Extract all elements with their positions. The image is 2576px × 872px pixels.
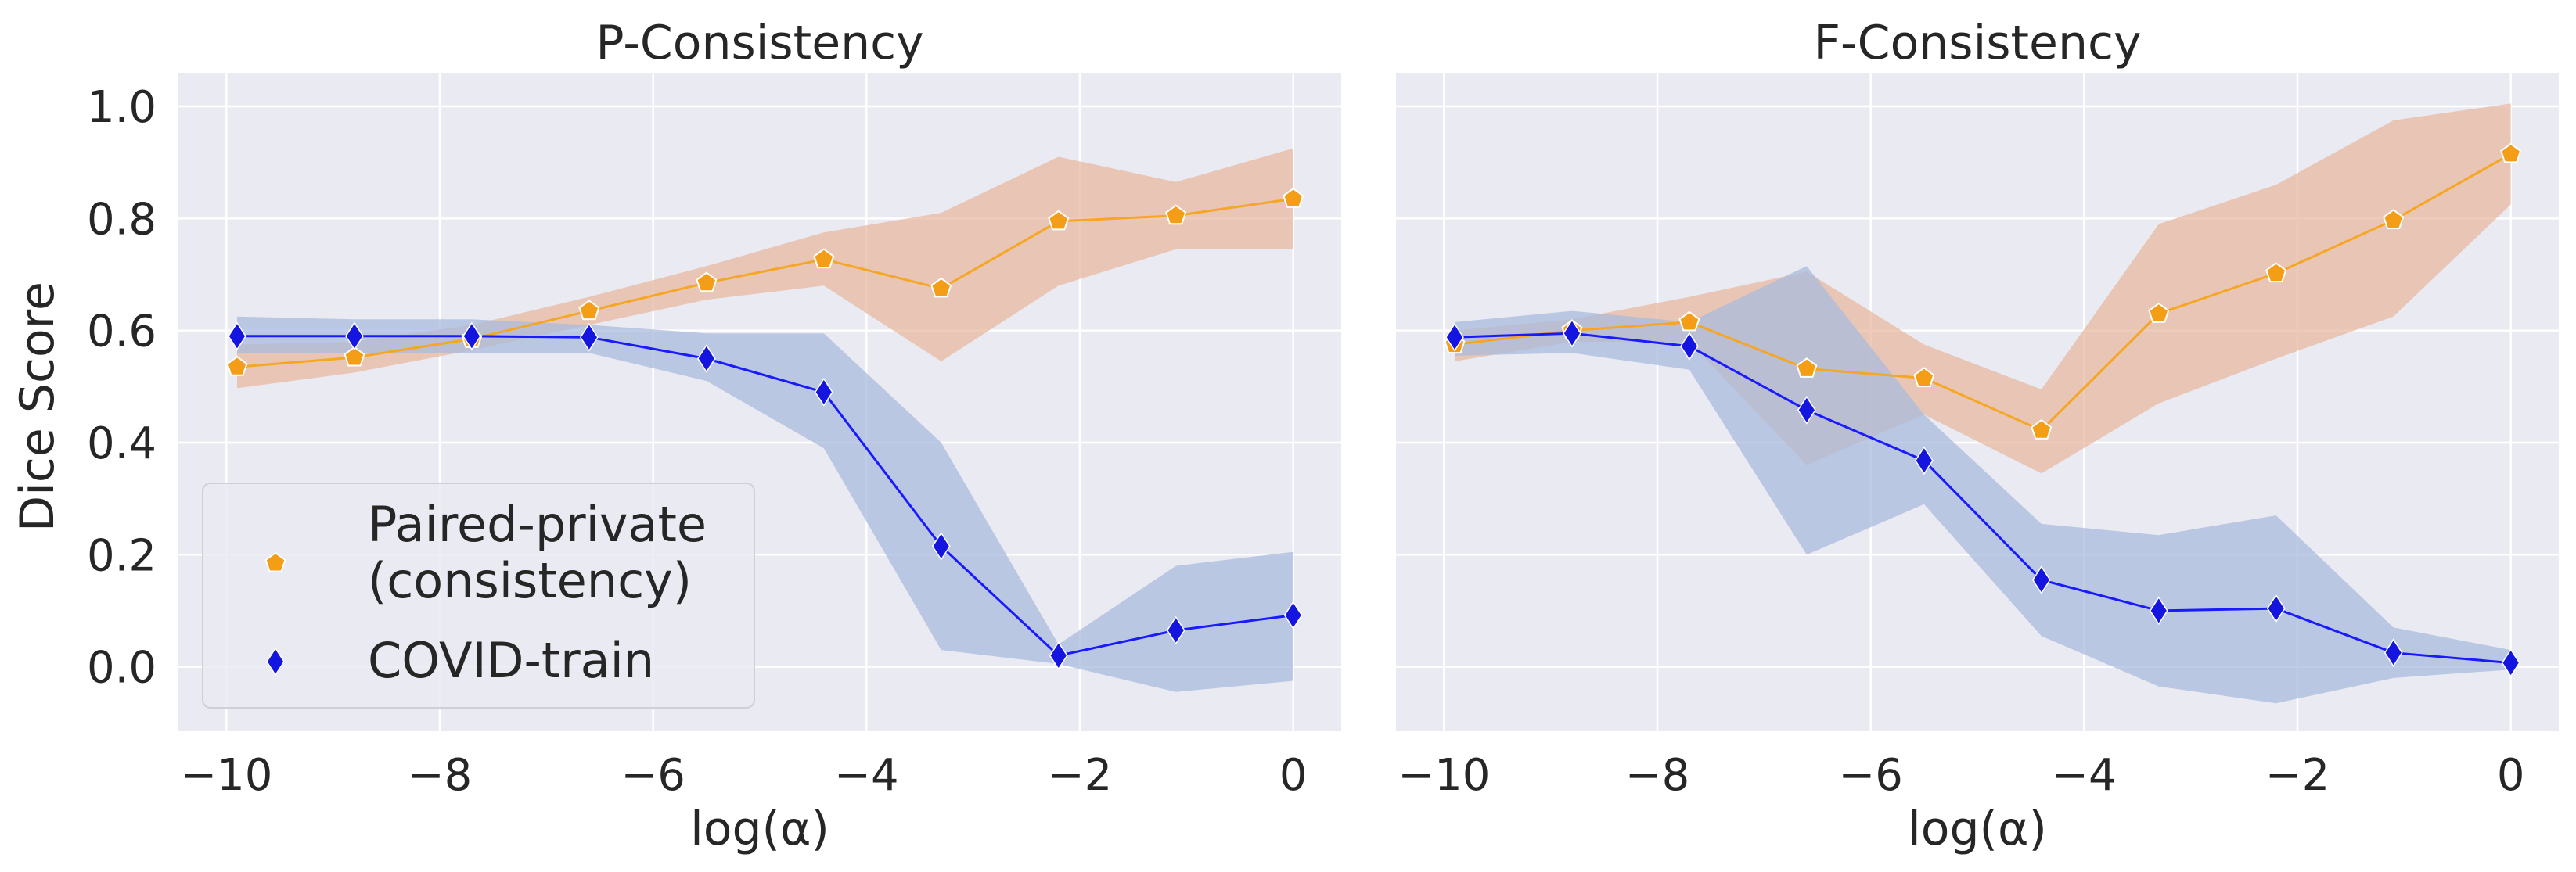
x-tick-label: −4 xyxy=(834,750,899,801)
x-tick-label: 0 xyxy=(1279,750,1308,801)
covid-data-point xyxy=(1283,601,1303,630)
paired-data-point xyxy=(2265,262,2287,283)
x-tick-label: −6 xyxy=(621,750,685,801)
covid-data-point xyxy=(931,532,951,561)
covid-data-point xyxy=(2501,648,2520,677)
chart-title: P-Consistency xyxy=(595,16,923,70)
chart-title: F-Consistency xyxy=(1814,16,2142,70)
paired-data-point xyxy=(2383,209,2405,229)
paired-confidence-band xyxy=(1455,103,2511,474)
x-tick-label: −6 xyxy=(1838,750,1903,801)
paired-data-point xyxy=(344,346,365,367)
legend-box xyxy=(202,483,755,709)
x-axis-label: log(α) xyxy=(1908,802,2047,856)
y-tick-label: 0.6 xyxy=(87,307,157,357)
x-tick-label: −10 xyxy=(180,750,272,801)
x-axis-label: log(α) xyxy=(690,802,829,856)
paired-data-point xyxy=(813,248,835,269)
covid-data-point xyxy=(462,321,481,351)
covid-data-point xyxy=(1563,318,1581,348)
paired-data-point xyxy=(578,300,600,321)
legend: Paired-private(consistency) COVID-train xyxy=(202,483,755,709)
covid-data-point xyxy=(2266,594,2286,623)
paired-data-point xyxy=(930,277,952,298)
panel-p-consistency: −10 −8 −6 −4 −2 0 0.0 0.2 0.4 0.6 0.8 1.0 P-Consiste… xyxy=(87,16,1341,856)
covid-data-point xyxy=(345,321,364,351)
legend-marker-paired xyxy=(264,551,286,572)
covid-confidence-band xyxy=(237,316,1293,692)
legend-marker-covid xyxy=(266,647,285,676)
y-axis-label: Dice Score xyxy=(10,282,65,532)
paired-data-point xyxy=(1913,367,1935,388)
covid-data-point xyxy=(814,378,833,407)
covid-data-point xyxy=(696,344,716,373)
covid-series-line xyxy=(1454,332,2511,665)
x-tick-label: −8 xyxy=(1625,750,1690,801)
covid-data-point xyxy=(1914,446,1934,475)
covid-confidence-band xyxy=(1455,266,2511,704)
covid-data-point xyxy=(1049,641,1068,670)
covid-data-point xyxy=(1797,396,1816,425)
paired-data-point xyxy=(1048,210,1070,231)
panel-f-consistency: −10 −8 −6 −4 −2 0 F-Consistency log(α) xyxy=(1396,16,2559,856)
paired-data-point xyxy=(1678,310,1700,332)
paired-data-point xyxy=(226,355,248,376)
legend-label-paired: (consistency) xyxy=(368,552,692,609)
y-tick-label: 0.2 xyxy=(87,530,157,581)
covid-data-point xyxy=(579,322,599,352)
x-tick-label: 0 xyxy=(2497,750,2525,801)
covid-data-point xyxy=(1680,332,1699,361)
x-tick-label: −10 xyxy=(1398,750,1490,801)
legend-label-covid: COVID-train xyxy=(368,632,654,689)
y-tick-label: 1.0 xyxy=(87,82,157,133)
y-tick-label: 0.0 xyxy=(87,643,157,694)
paired-data-point xyxy=(2500,142,2522,163)
paired-data-point xyxy=(696,271,718,292)
covid-data-point xyxy=(2031,565,2051,594)
paired-data-point xyxy=(2031,418,2053,440)
legend-label-paired: Paired-private xyxy=(368,496,707,553)
y-tick-label: 0.4 xyxy=(87,418,157,469)
x-tick-label: −2 xyxy=(2265,750,2330,801)
paired-data-point xyxy=(2148,302,2170,323)
covid-data-point xyxy=(2384,638,2403,668)
x-tick-label: −4 xyxy=(2052,750,2117,801)
paired-data-point xyxy=(1283,187,1304,208)
x-tick-label: −8 xyxy=(408,750,473,801)
covid-data-point xyxy=(228,321,246,351)
covid-data-point xyxy=(1166,615,1185,645)
y-tick-label: 0.8 xyxy=(87,194,157,245)
covid-series-line xyxy=(237,335,1293,657)
paired-data-point xyxy=(1796,357,1818,378)
x-tick-label: −2 xyxy=(1048,750,1113,801)
covid-data-point xyxy=(2149,596,2168,626)
covid-data-point xyxy=(1445,322,1464,352)
paired-series-line xyxy=(236,197,1293,368)
paired-series-line xyxy=(1454,153,2512,432)
paired-data-point xyxy=(1165,204,1187,225)
